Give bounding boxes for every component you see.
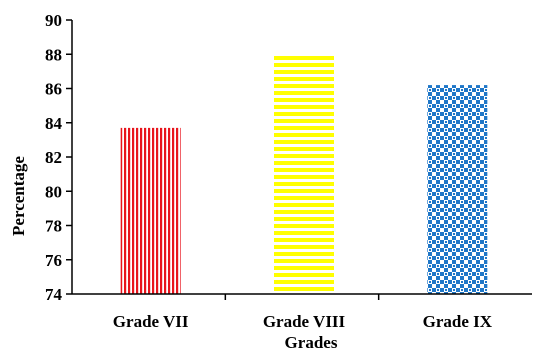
- y-tick-label: 82: [45, 148, 62, 167]
- bars-layer: [120, 54, 488, 294]
- y-tick-label: 84: [45, 114, 63, 133]
- y-ticks-layer: 74 76 78 80 82 84 86 88 90: [45, 11, 72, 304]
- y-tick-label: 90: [45, 11, 62, 30]
- y-tick-label: 78: [45, 217, 62, 236]
- y-tick-label: 74: [45, 285, 63, 304]
- y-tick-label: 80: [45, 182, 62, 201]
- x-category-label: Grade VII: [113, 312, 189, 331]
- x-ticks-layer: Grade VII Grade VIII Grade IX: [113, 294, 493, 331]
- bar-3: [427, 85, 488, 294]
- y-tick-label: 86: [45, 80, 62, 99]
- y-axis-title: Percentage: [9, 156, 28, 236]
- x-axis-title: Grades: [285, 333, 338, 352]
- y-tick-label: 76: [45, 251, 62, 270]
- x-category-label: Grade IX: [423, 312, 493, 331]
- bar-2: [274, 54, 334, 294]
- bar-1: [120, 127, 181, 294]
- y-tick-label: 88: [45, 45, 62, 64]
- x-category-label: Grade VIII: [263, 312, 346, 331]
